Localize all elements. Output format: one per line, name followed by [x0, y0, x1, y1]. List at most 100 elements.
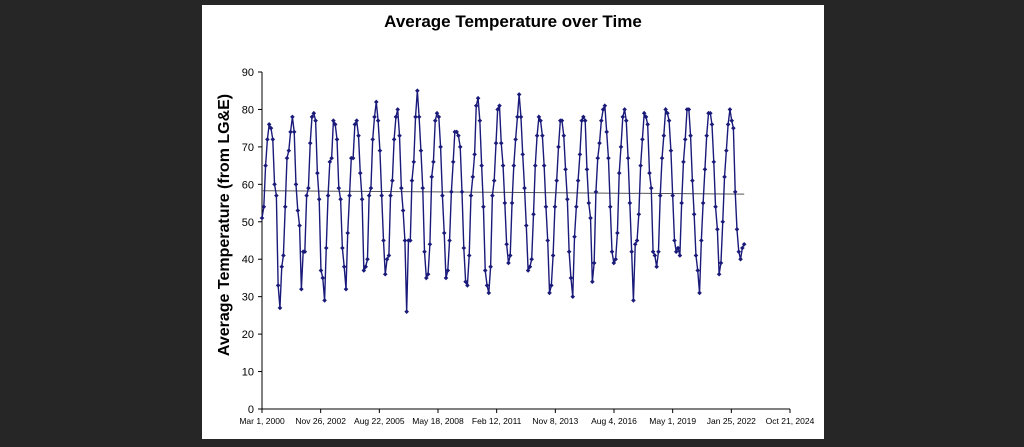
- data-point: [443, 275, 449, 281]
- data-point: [663, 107, 668, 112]
- y-tick-label: 40: [242, 254, 254, 266]
- data-point: [379, 193, 384, 198]
- data-point: [563, 167, 568, 172]
- data-point: [359, 197, 365, 202]
- data-point: [588, 215, 593, 221]
- data-point: [368, 185, 374, 191]
- data-point: [579, 118, 585, 123]
- data-point: [618, 144, 624, 150]
- x-tick-label: Aug 4, 2016: [591, 416, 637, 426]
- data-point: [643, 114, 649, 120]
- data-point: [677, 253, 683, 258]
- data-point: [266, 122, 272, 127]
- y-tick-label: 0: [248, 404, 254, 416]
- data-point: [395, 107, 400, 112]
- data-point: [647, 170, 652, 176]
- data-point: [322, 298, 327, 303]
- data-point: [457, 144, 463, 150]
- data-point: [672, 238, 677, 243]
- data-point: [711, 159, 717, 165]
- data-point: [547, 290, 552, 296]
- data-point: [463, 279, 468, 284]
- x-tick-label: May 1, 2019: [649, 416, 696, 426]
- data-point: [641, 110, 647, 116]
- data-point: [636, 211, 642, 217]
- data-point: [731, 125, 736, 131]
- data-point: [620, 114, 626, 120]
- data-point: [693, 253, 699, 258]
- data-point: [390, 178, 395, 183]
- data-point: [372, 114, 377, 120]
- data-point: [449, 189, 454, 195]
- data-point: [700, 200, 706, 206]
- data-point: [648, 185, 654, 191]
- y-tick-label: 20: [242, 329, 254, 341]
- data-point: [502, 200, 508, 206]
- data-point: [450, 159, 456, 165]
- data-point: [632, 241, 638, 247]
- data-point: [415, 88, 420, 94]
- data-point: [697, 290, 702, 296]
- data-point: [638, 163, 643, 168]
- data-point: [475, 95, 481, 101]
- data-point: [281, 253, 286, 258]
- data-point: [490, 193, 495, 198]
- data-point: [679, 200, 684, 206]
- data-point: [540, 133, 545, 138]
- data-point: [329, 155, 334, 161]
- data-point: [472, 152, 477, 157]
- data-point: [654, 264, 659, 270]
- axes: [261, 72, 790, 410]
- data-point: [313, 118, 318, 123]
- data-point: [708, 110, 713, 116]
- data-point: [609, 249, 615, 255]
- data-point: [520, 152, 526, 157]
- data-point: [365, 256, 370, 262]
- data-point: [382, 271, 388, 277]
- data-point: [616, 170, 622, 176]
- data-point: [699, 238, 704, 243]
- data-point: [343, 286, 349, 292]
- data-point: [295, 208, 301, 213]
- data-point: [600, 107, 606, 112]
- data-point: [577, 152, 583, 157]
- data-point: [724, 148, 729, 153]
- data-point: [332, 122, 338, 127]
- data-point: [552, 204, 558, 210]
- data-point: [259, 215, 265, 221]
- data-point: [416, 114, 422, 120]
- data-point: [716, 271, 722, 277]
- data-point: [629, 249, 634, 255]
- data-point: [666, 118, 672, 123]
- data-point: [611, 260, 617, 266]
- data-point: [591, 260, 597, 266]
- data-point: [373, 99, 379, 105]
- data-point: [722, 174, 727, 180]
- data-point: [350, 155, 356, 161]
- data-point: [420, 185, 426, 191]
- data-point: [434, 110, 440, 116]
- data-point: [682, 137, 688, 142]
- data-point: [491, 178, 497, 183]
- data-point: [704, 133, 709, 138]
- data-point: [500, 163, 506, 168]
- data-point: [686, 107, 692, 112]
- data-point: [561, 133, 567, 138]
- data-point: [320, 275, 326, 281]
- data-point: [402, 238, 408, 243]
- x-ticks: Mar 1, 2000 Nov 26, 2002 Aug 22, 2005 May 1…: [239, 409, 815, 426]
- data-point: [488, 264, 493, 270]
- data-point: [311, 110, 317, 116]
- y-tick-label: 80: [242, 104, 254, 116]
- data-point: [511, 163, 517, 168]
- data-point: [388, 193, 393, 198]
- data-point: [290, 114, 295, 120]
- data-point: [623, 118, 629, 123]
- data-point: [599, 118, 604, 123]
- data-point: [270, 137, 276, 142]
- data-point: [565, 197, 570, 202]
- data-point: [477, 118, 483, 123]
- data-point: [622, 107, 627, 112]
- y-tick-label: 10: [242, 367, 254, 379]
- data-point: [291, 129, 297, 135]
